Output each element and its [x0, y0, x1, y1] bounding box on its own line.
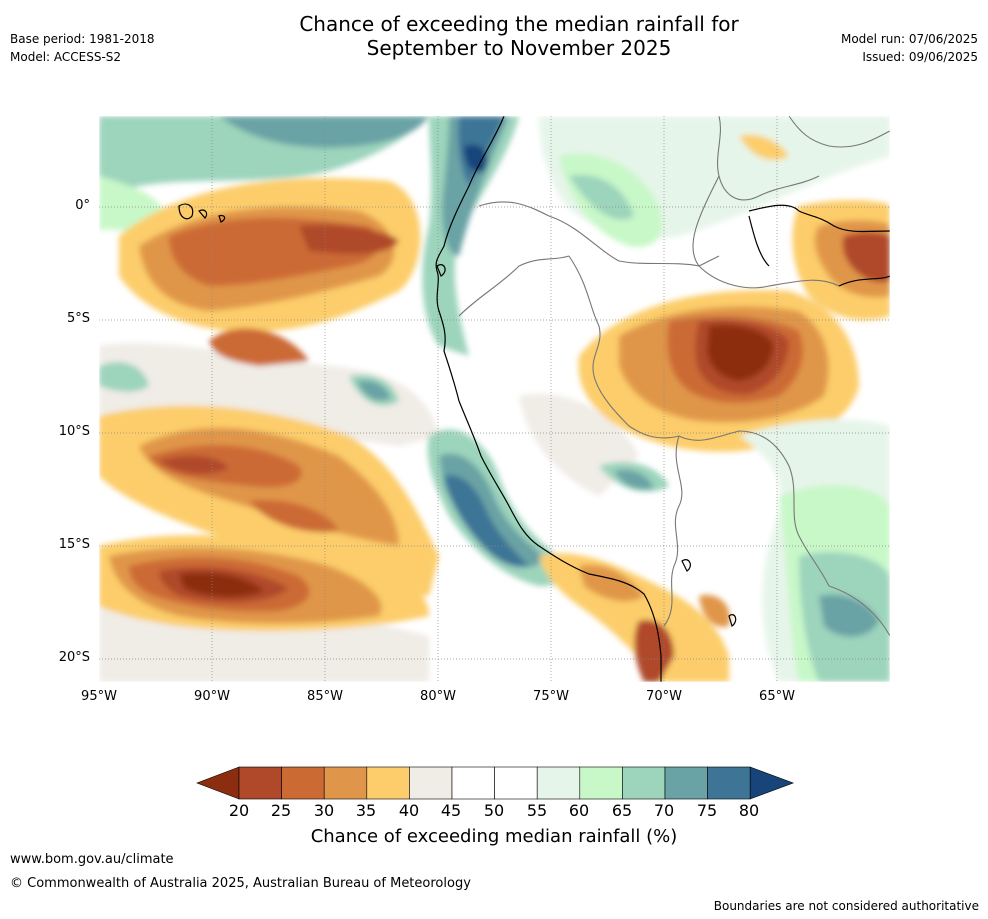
lon-label-70w: 70°W	[646, 689, 682, 704]
lon-label-85w: 85°W	[307, 689, 343, 704]
lon-label-80w: 80°W	[420, 689, 456, 704]
colorbar-arrow-high	[749, 766, 795, 800]
colorbar-tick-45: 45	[440, 801, 462, 820]
lat-label-10s: 10°S	[58, 424, 90, 439]
colorbar-arrow-low	[196, 766, 240, 800]
model-name: Model: ACCESS-S2	[10, 50, 122, 64]
map-title: Chance of exceeding the median rainfall …	[0, 12, 988, 60]
lon-label-65w: 65°W	[759, 689, 795, 704]
base-period: Base period: 1981-2018	[10, 32, 155, 46]
forecast-map	[99, 116, 890, 682]
colorbar-tick-55: 55	[526, 801, 548, 820]
colorbar-swatch	[579, 766, 623, 800]
colorbar-swatch	[366, 766, 410, 800]
colorbar-swatch	[707, 766, 751, 800]
colorbar-tick-65: 65	[611, 801, 633, 820]
colorbar-swatch	[323, 766, 368, 800]
graticule	[99, 116, 890, 682]
model-run: Model run: 07/06/2025	[840, 32, 978, 46]
lat-label-15s: 15°S	[58, 537, 90, 552]
colorbar-swatch	[536, 766, 581, 800]
national-borders	[458, 116, 890, 637]
title-line-1: Chance of exceeding the median rainfall …	[299, 12, 739, 36]
coastline	[178, 116, 890, 682]
colorbar-tick-40: 40	[398, 801, 420, 820]
colorbar-tick-70: 70	[653, 801, 675, 820]
colorbar-tick-35: 35	[355, 801, 377, 820]
lon-label-90w: 90°W	[194, 689, 230, 704]
colorbar-swatches	[196, 766, 795, 800]
colorbar	[196, 766, 795, 800]
colorbar-swatch	[664, 766, 708, 800]
colorbar-swatch	[409, 766, 453, 800]
lon-label-75w: 75°W	[533, 689, 569, 704]
probability-fill	[99, 116, 890, 682]
website-link[interactable]: www.bom.gov.au/climate	[10, 852, 174, 867]
colorbar-tick-75: 75	[696, 801, 718, 820]
colorbar-tick-80: 80	[738, 801, 760, 820]
colorbar-swatch	[281, 766, 325, 800]
issued-date: Issued: 09/06/2025	[862, 50, 978, 64]
colorbar-swatch	[622, 766, 666, 800]
colorbar-swatch	[451, 766, 495, 800]
lat-label-0: 0°	[75, 198, 90, 213]
colorbar-tick-20: 20	[228, 801, 250, 820]
colorbar-tick-30: 30	[313, 801, 335, 820]
colorbar-swatch	[494, 766, 538, 800]
colorbar-label: Chance of exceeding median rainfall (%)	[310, 826, 678, 847]
lat-label-20s: 20°S	[58, 650, 90, 665]
colorbar-tick-50: 50	[483, 801, 505, 820]
lat-label-5s: 5°S	[66, 311, 90, 326]
colorbar-tick-60: 60	[568, 801, 590, 820]
boundary-disclaimer: Boundaries are not considered authoritat…	[713, 899, 979, 913]
copyright-text: © Commonwealth of Australia 2025, Austra…	[10, 876, 471, 891]
lon-label-95w: 95°W	[81, 689, 117, 704]
title-line-2: September to November 2025	[366, 36, 672, 60]
colorbar-swatch	[238, 766, 282, 800]
colorbar-tick-25: 25	[270, 801, 292, 820]
